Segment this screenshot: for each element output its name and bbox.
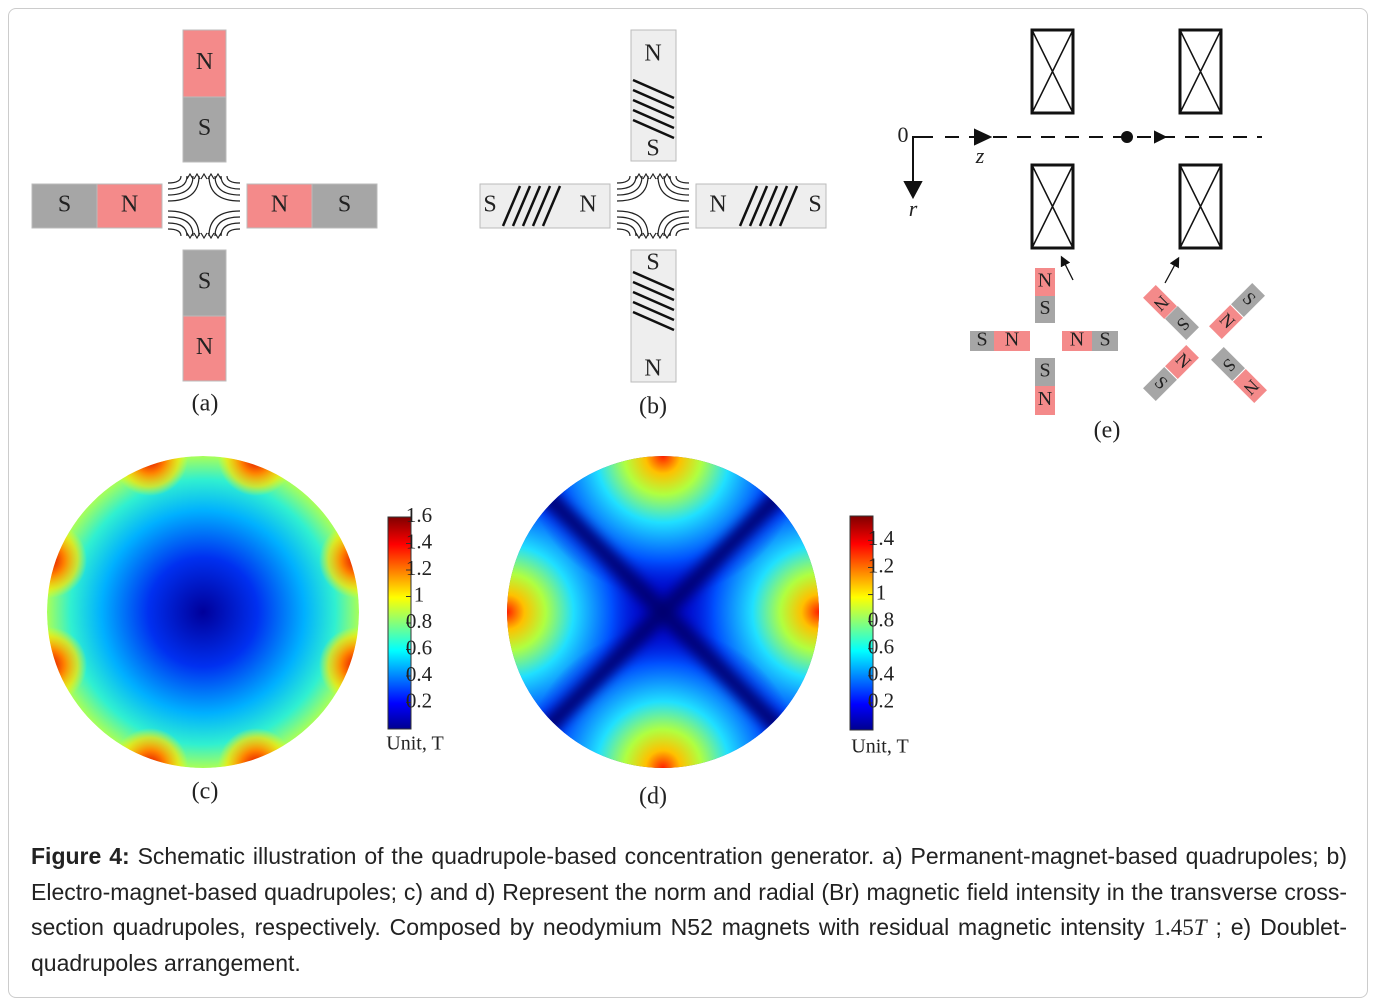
norm-field-map <box>11 420 395 804</box>
pole-label: S <box>808 192 821 218</box>
hot-spot <box>319 627 395 703</box>
pole-label: S <box>338 192 351 218</box>
field-arrow <box>194 233 200 238</box>
hot-spot <box>11 627 87 703</box>
colorbar-tick-label: 0.6 <box>868 635 894 659</box>
pole-label: N <box>196 334 213 360</box>
colorbar-tick-label: 1.6 <box>406 503 432 527</box>
field-arrow <box>657 233 663 238</box>
panel-label: (e) <box>1094 418 1121 444</box>
pole-label: N <box>271 192 288 218</box>
axis-origin: 0 <box>898 122 909 147</box>
colorbar-tick-label: 1.2 <box>406 556 432 580</box>
axis-r-label: r <box>909 196 918 221</box>
field-arrow <box>664 174 670 179</box>
pole-label: S <box>483 192 496 218</box>
colorbar-tick-label: 1 <box>876 580 887 604</box>
hot-spot <box>112 420 188 496</box>
pole-label: N <box>1038 270 1052 292</box>
pole-label: N <box>1005 329 1019 351</box>
field-line <box>676 229 689 236</box>
colorbar-unit: Unit, T <box>386 733 443 755</box>
colorbar-tick-label: 0.8 <box>406 609 432 633</box>
hot-spot <box>319 522 395 598</box>
field-lines <box>168 174 689 238</box>
math-value: 1.45 <box>1154 915 1194 940</box>
page: 0 z r (a) (b) (c) (d) (e) Unit, T Unit, … <box>0 0 1375 985</box>
field-arrow <box>215 233 221 238</box>
figure: 0 z r (a) (b) (c) (d) (e) Unit, T Unit, … <box>0 0 1375 835</box>
field-line <box>617 229 630 236</box>
colorbar-unit: Unit, T <box>851 736 908 758</box>
hot-spot <box>218 728 294 804</box>
axes <box>905 130 1262 283</box>
field-arrow <box>194 174 200 179</box>
pole-label: N <box>644 356 661 382</box>
field-arrow <box>201 174 207 179</box>
hot-spot <box>112 728 188 804</box>
field-line <box>227 229 240 236</box>
figure-caption: Figure 4: Schematic illustration of the … <box>31 839 1347 981</box>
math-unit: T <box>1194 915 1207 940</box>
field-arrow <box>650 174 656 179</box>
pole-label: N <box>121 192 138 218</box>
panel-label: (c) <box>192 779 219 805</box>
field-arrow <box>208 174 214 179</box>
field-arrow <box>208 233 214 238</box>
hot-spot <box>218 420 294 496</box>
field-arrow <box>187 174 193 179</box>
pole-label: S <box>1039 360 1050 382</box>
caption-text: Schematic illustration of the quadrupole… <box>31 843 1347 940</box>
caption-label: Figure 4: <box>31 843 130 869</box>
colorbar-tick-label: 1.2 <box>868 553 894 577</box>
colorbar-tick-label: 0.6 <box>406 635 432 659</box>
pole-label: S <box>198 115 211 141</box>
field-arrow <box>187 233 193 238</box>
field-arrow <box>636 233 642 238</box>
field-arrow <box>636 174 642 179</box>
field-line <box>676 176 689 183</box>
pole-label: S <box>976 329 987 351</box>
colorbar-tick-label: 1 <box>414 582 425 606</box>
pole-label: S <box>198 269 211 295</box>
panel-label: (d) <box>639 784 667 810</box>
pole-label: S <box>58 192 71 218</box>
pole-label: N <box>579 192 596 218</box>
field-line <box>617 176 630 183</box>
colorbar-tick-label: 1.4 <box>406 529 433 553</box>
colorbar-tick-label: 0.8 <box>868 607 894 631</box>
field-line <box>168 229 181 236</box>
colorbar-tick-label: 1.4 <box>868 526 895 550</box>
pole-label: N <box>1070 329 1084 351</box>
colorbar-tick-label: 0.4 <box>406 662 433 686</box>
field-arrow <box>215 174 221 179</box>
pole-label: S <box>1099 329 1110 351</box>
colorbar-tick-label: 0.4 <box>868 662 895 686</box>
field-line <box>227 176 240 183</box>
field-arrow <box>643 174 649 179</box>
field-arrow <box>201 233 207 238</box>
field-arrow <box>664 233 670 238</box>
pole-label: N <box>1038 388 1052 410</box>
panel-label: (a) <box>192 391 219 417</box>
caption-math: 1.45T <box>1154 915 1207 940</box>
pole-label: N <box>644 41 661 67</box>
pole-label: S <box>646 136 659 162</box>
colorbar-tick-label: 0.2 <box>868 689 894 713</box>
panel-label: (b) <box>639 394 667 420</box>
axis-z-label: z <box>975 143 985 168</box>
hot-spot <box>11 522 87 598</box>
colorbar-tick-label: 0.2 <box>406 688 432 712</box>
pole-label: S <box>1039 297 1050 319</box>
pole-label: S <box>646 250 659 276</box>
pole-label: N <box>709 192 726 218</box>
field-arrow <box>657 174 663 179</box>
field-line <box>168 176 181 183</box>
field-arrow <box>643 233 649 238</box>
pole-label: N <box>196 49 213 75</box>
field-arrow <box>650 233 656 238</box>
